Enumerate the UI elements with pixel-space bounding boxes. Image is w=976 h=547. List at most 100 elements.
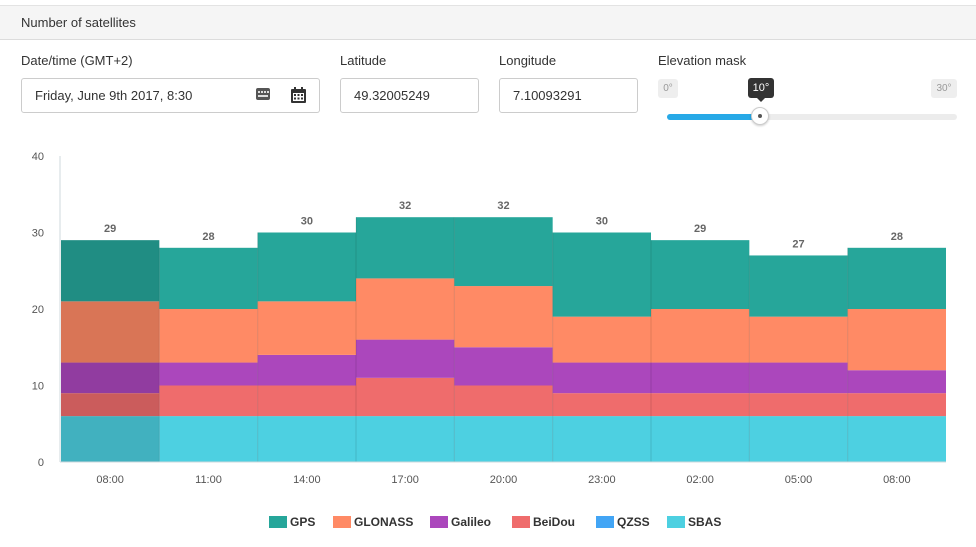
elevation-slider-fill <box>667 114 761 120</box>
y-tick-label: 20 <box>32 304 44 316</box>
panel-title: Number of satellites <box>21 15 136 30</box>
x-tick-label: 08:00 <box>96 474 124 486</box>
y-tick-label: 40 <box>32 151 44 163</box>
bar-segment-sbas <box>159 416 258 462</box>
bar-segment-beidou <box>749 393 848 417</box>
longitude-value: 7.10093291 <box>513 88 582 103</box>
bar-segment-gps <box>61 240 160 302</box>
bar-segment-beidou <box>159 385 258 417</box>
bar-segment-galileo <box>159 362 258 386</box>
bar-segment-gps <box>454 217 553 287</box>
bar-segment-glonass <box>159 309 258 363</box>
y-tick-label: 30 <box>32 228 44 240</box>
bar-total-label: 29 <box>104 223 116 235</box>
bar-segment-galileo <box>749 362 848 394</box>
bar-segment-beidou <box>552 393 651 417</box>
bar-segment-sbas <box>454 416 553 462</box>
bar-segment-galileo <box>847 370 946 394</box>
bar-segment-beidou <box>356 377 455 417</box>
bar-segment-gps <box>552 232 651 317</box>
bar-segment-galileo <box>257 354 356 386</box>
datetime-input[interactable]: Friday, June 9th 2017, 8:30 <box>21 78 279 113</box>
x-tick-label: 02:00 <box>686 474 714 486</box>
bar-segment-glonass <box>651 309 750 363</box>
chart-legend: GPS GLONASS Galileo BeiDou QZSS SBAS <box>0 513 976 533</box>
bar-segment-beidou <box>847 393 946 417</box>
legend-swatch <box>430 516 448 528</box>
bar-segment-beidou <box>454 385 553 417</box>
legend-swatch <box>512 516 530 528</box>
bar-segment-beidou <box>61 393 160 417</box>
y-tick-label: 0 <box>38 457 44 469</box>
x-tick-label: 08:00 <box>883 474 911 486</box>
bar-segment-galileo <box>356 339 455 378</box>
legend-label: GPS <box>290 515 316 529</box>
elevation-value-tooltip: 10° <box>748 78 774 102</box>
longitude-label: Longitude <box>499 53 557 68</box>
bar-segment-galileo <box>454 347 553 386</box>
bar-segment-gps <box>749 255 848 317</box>
bar-segment-gps <box>257 232 356 302</box>
latitude-input[interactable]: 49.32005249 <box>340 78 479 113</box>
longitude-input[interactable]: 7.10093291 <box>499 78 638 113</box>
bar-segment-sbas <box>749 416 848 462</box>
x-tick-label: 11:00 <box>195 474 222 486</box>
bar-segment-gps <box>651 240 750 309</box>
legend-label: GLONASS <box>354 515 414 529</box>
bar-segment-gps <box>847 247 946 309</box>
calendar-button[interactable] <box>278 78 320 113</box>
bar-segment-glonass <box>356 278 455 340</box>
bar-segment-galileo <box>651 362 750 394</box>
datetime-value: Friday, June 9th 2017, 8:30 <box>35 88 193 103</box>
panel-header: Number of satellites <box>0 5 976 40</box>
legend-swatch <box>269 516 287 528</box>
bar-segment-gps <box>159 247 258 309</box>
x-tick-label: 14:00 <box>293 474 321 486</box>
elevation-label: Elevation mask <box>658 53 747 68</box>
bar-total-label: 29 <box>694 223 706 235</box>
y-tick-label: 10 <box>32 381 44 393</box>
bar-total-label: 30 <box>596 216 608 228</box>
bar-segment-galileo <box>61 362 160 394</box>
bar-segment-beidou <box>257 385 356 417</box>
latitude-label: Latitude <box>340 53 387 68</box>
bar-segment-sbas <box>356 416 455 462</box>
x-tick-label: 20:00 <box>490 474 518 486</box>
bar-total-label: 32 <box>399 200 411 212</box>
legend-swatch <box>333 516 351 528</box>
bar-total-label: 28 <box>891 231 903 243</box>
bar-segment-sbas <box>61 416 160 462</box>
legend-swatch <box>667 516 685 528</box>
bar-segment-glonass <box>61 301 160 363</box>
bar-segment-glonass <box>257 301 356 355</box>
legend-swatch <box>596 516 614 528</box>
satellites-chart: 0 10 20 30 40 29 08:00 28 11:00 30 14:00 32 17:00 32 2… <box>32 151 946 486</box>
calendar-icon <box>291 87 306 103</box>
keyboard-icon[interactable] <box>256 88 270 100</box>
elevation-slider-track[interactable] <box>667 114 957 120</box>
bar-segment-sbas <box>257 416 356 462</box>
bar-segment-galileo <box>552 362 651 394</box>
elevation-min-label: 0° <box>658 79 678 98</box>
bar-total-label: 27 <box>792 238 804 250</box>
bar-segment-glonass <box>454 286 553 348</box>
bar-total-label: 30 <box>301 216 313 228</box>
x-tick-label: 05:00 <box>785 474 813 486</box>
bar-segment-glonass <box>749 316 848 363</box>
legend-label: BeiDou <box>533 515 575 529</box>
x-tick-label: 17:00 <box>391 474 419 486</box>
datetime-label: Date/time (GMT+2) <box>21 53 133 68</box>
bar-segment-glonass <box>847 309 946 371</box>
bar-segment-beidou <box>651 393 750 417</box>
legend-label: SBAS <box>688 515 722 529</box>
bar-segment-gps <box>356 217 455 279</box>
elevation-slider-handle[interactable] <box>751 107 769 125</box>
legend-label: Galileo <box>451 515 492 529</box>
bar-total-label: 32 <box>497 200 509 212</box>
legend-label: QZSS <box>617 515 650 529</box>
bar-segment-glonass <box>552 316 651 363</box>
bar-segment-sbas <box>552 416 651 462</box>
x-tick-label: 23:00 <box>588 474 616 486</box>
latitude-value: 49.32005249 <box>354 88 430 103</box>
bar-segment-sbas <box>847 416 946 462</box>
